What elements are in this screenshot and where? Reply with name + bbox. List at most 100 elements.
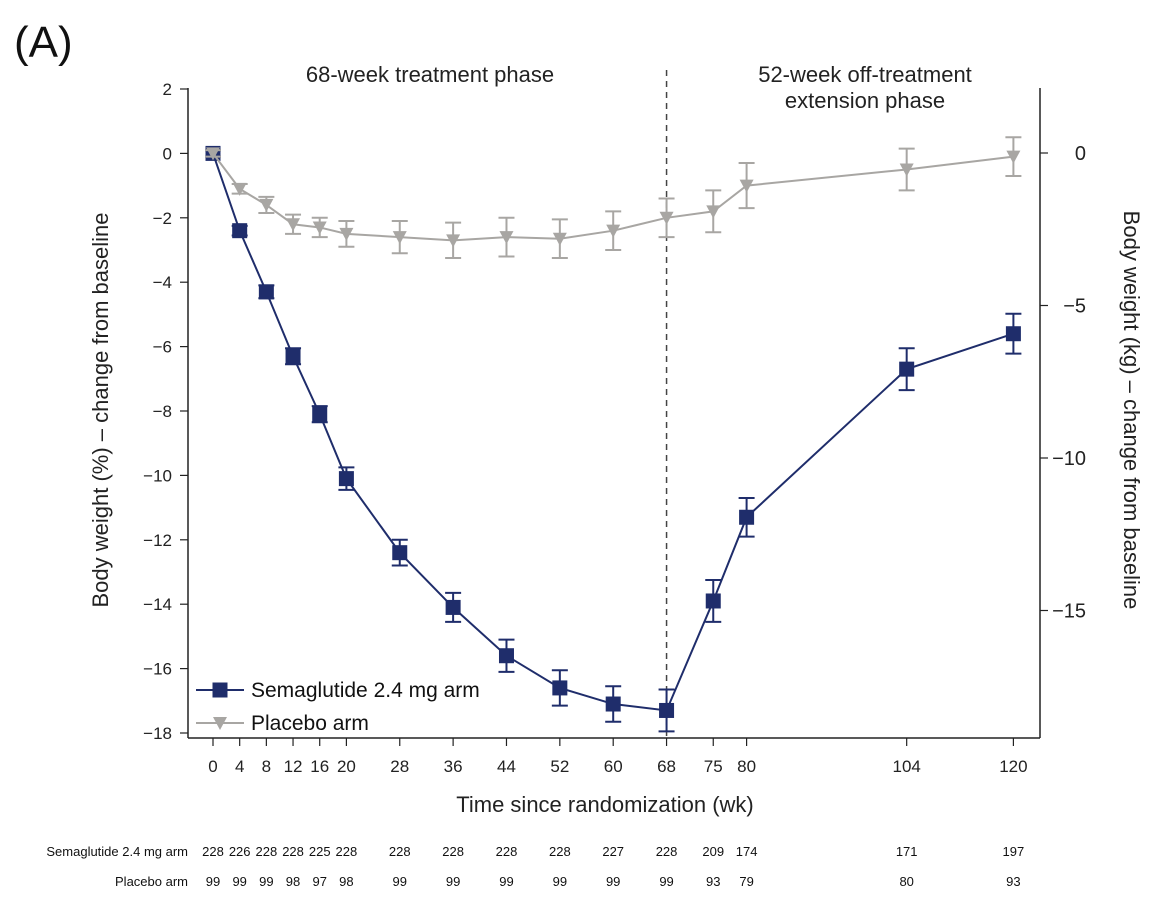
data-point	[606, 224, 621, 238]
risk-cell: 99	[393, 874, 407, 889]
risk-cell: 227	[602, 844, 624, 859]
x-tick-label: 0	[208, 757, 217, 776]
data-point	[312, 406, 328, 422]
data-point	[498, 648, 514, 664]
risk-cell: 228	[202, 844, 224, 859]
y-axis-title-left: Body weight (%) – change from baseline	[88, 213, 113, 608]
risk-cell: 80	[899, 874, 913, 889]
data-point	[286, 218, 301, 232]
panel-label: (A)	[14, 18, 73, 67]
data-point	[659, 702, 675, 718]
risk-cell: 228	[256, 844, 278, 859]
data-point	[1006, 150, 1021, 164]
risk-cell: 99	[499, 874, 513, 889]
y-tick-label-left: 2	[163, 80, 172, 99]
legend: Semaglutide 2.4 mg arm Placebo arm	[196, 679, 480, 735]
risk-cell: 98	[286, 874, 300, 889]
series-line	[212, 153, 1014, 712]
y-tick-label-left: 0	[163, 144, 172, 163]
risk-cell: 197	[1003, 844, 1025, 859]
data-point	[1005, 326, 1021, 342]
y-tick-label-left: −14	[143, 595, 172, 614]
risk-row-label: Placebo arm	[115, 874, 188, 889]
risk-cell: 225	[309, 844, 331, 859]
data-point	[705, 593, 721, 609]
phase-label-treatment: 68-week treatment phase	[305, 62, 555, 87]
x-tick-label: 80	[737, 757, 756, 776]
y-tick-label-left: −4	[153, 273, 172, 292]
series-line	[212, 152, 1014, 242]
risk-cell: 99	[659, 874, 673, 889]
phase-label-extension: 52-week off-treatment extension phase	[690, 62, 1040, 114]
x-tick-label: 104	[892, 757, 920, 776]
y-tick-label-left: −12	[143, 531, 172, 550]
y-tick-label-right: −15	[1052, 601, 1086, 623]
legend-item-semaglutide: Semaglutide 2.4 mg arm	[196, 679, 480, 702]
phase-label-extension-line1: 52-week off-treatment	[758, 62, 972, 87]
data-point	[659, 211, 674, 225]
risk-cell: 228	[389, 844, 411, 859]
data-point	[285, 348, 301, 364]
series-placebo	[205, 136, 1022, 260]
y-axis-title-right: Body weight (kg) – change from baseline	[1119, 211, 1144, 610]
risk-cell: 228	[336, 844, 358, 859]
risk-row-label: Semaglutide 2.4 mg arm	[46, 844, 188, 859]
data-point	[446, 234, 461, 248]
data-point	[499, 231, 514, 245]
series-semaglutide	[205, 145, 1022, 733]
x-tick-label: 16	[310, 757, 329, 776]
data-point	[739, 509, 755, 525]
phase-label-extension-line2: extension phase	[784, 88, 946, 113]
y-tick-label-left: −10	[143, 466, 172, 485]
legend-marker	[212, 682, 228, 698]
x-tick-label: 8	[262, 757, 271, 776]
y-tick-label-left: −8	[153, 402, 172, 421]
x-tick-label: 20	[337, 757, 356, 776]
x-tick-label: 44	[497, 757, 516, 776]
risk-cell: 99	[606, 874, 620, 889]
risk-table: Semaglutide 2.4 mg arm Placebo arm 228 226 2…	[46, 844, 1024, 889]
risk-cell: 99	[232, 874, 246, 889]
data-point	[258, 284, 274, 300]
y-tick-label-right: −10	[1052, 448, 1086, 470]
risk-cell: 228	[496, 844, 518, 859]
y-tick-label-left: −18	[143, 724, 172, 743]
risk-cell: 99	[553, 874, 567, 889]
legend-label: Semaglutide 2.4 mg arm	[251, 679, 480, 702]
data-point	[392, 545, 408, 561]
y-tick-label-left: −6	[153, 338, 172, 357]
risk-cell: 79	[739, 874, 753, 889]
legend-label: Placebo arm	[251, 712, 369, 735]
risk-cell: 228	[656, 844, 678, 859]
data-point	[552, 680, 568, 696]
risk-cell: 171	[896, 844, 918, 859]
risk-cell: 228	[442, 844, 464, 859]
data-point	[899, 163, 914, 177]
data-point	[605, 696, 621, 712]
y-tick-label-right: 0	[1075, 143, 1086, 165]
data-point	[338, 471, 354, 487]
series-layer	[205, 136, 1022, 733]
x-tick-label: 36	[444, 757, 463, 776]
y-tick-label-left: −2	[153, 209, 172, 228]
data-point	[899, 361, 915, 377]
x-tick-label: 28	[390, 757, 409, 776]
data-point	[259, 198, 274, 212]
x-tick-label: 52	[550, 757, 569, 776]
risk-cell: 174	[736, 844, 758, 859]
x-tick-label: 12	[284, 757, 303, 776]
x-tick-label: 120	[999, 757, 1027, 776]
risk-cell: 99	[259, 874, 273, 889]
data-point	[552, 232, 567, 246]
data-point	[232, 223, 248, 239]
axes: 20−2−4−6−8−10−12−14−16−180−5−10−150 4 8 12 1…	[88, 70, 1144, 817]
risk-cell: 99	[446, 874, 460, 889]
risk-cell: 99	[206, 874, 220, 889]
x-tick-label: 60	[604, 757, 623, 776]
risk-cell: 93	[1006, 874, 1020, 889]
y-tick-label-left: −16	[143, 660, 172, 679]
x-tick-label: 4	[235, 757, 244, 776]
risk-cell: 226	[229, 844, 251, 859]
data-point	[445, 599, 461, 615]
risk-cell: 93	[706, 874, 720, 889]
